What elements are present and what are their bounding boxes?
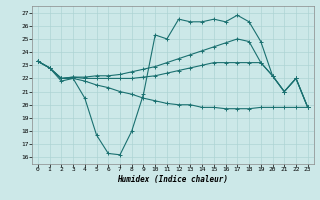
X-axis label: Humidex (Indice chaleur): Humidex (Indice chaleur) (117, 175, 228, 184)
